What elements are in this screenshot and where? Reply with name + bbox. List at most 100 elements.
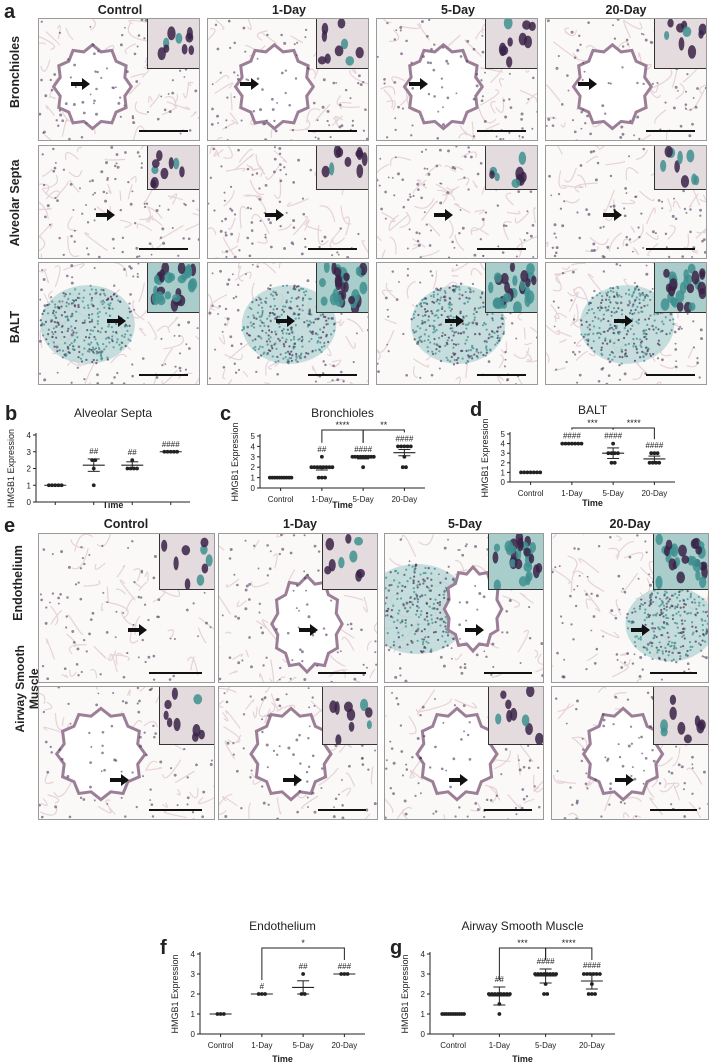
nucleus bbox=[357, 82, 360, 85]
tissue-fiber bbox=[570, 570, 584, 593]
nucleus bbox=[289, 551, 293, 555]
tissue-fiber bbox=[484, 784, 501, 801]
nucleus bbox=[691, 767, 694, 770]
nucleus bbox=[277, 359, 280, 363]
cell bbox=[509, 263, 516, 273]
tissue-fiber bbox=[246, 19, 252, 30]
tissue-fiber bbox=[518, 237, 523, 258]
nucleus bbox=[385, 596, 388, 599]
nucleus bbox=[275, 293, 278, 296]
tissue-fiber bbox=[43, 268, 50, 284]
magnified-inset bbox=[147, 263, 199, 313]
tissue-fiber bbox=[436, 189, 448, 204]
nucleus bbox=[686, 662, 690, 666]
tissue-fiber bbox=[623, 552, 644, 562]
nucleus bbox=[92, 304, 95, 307]
nucleus bbox=[640, 603, 643, 606]
nucleus bbox=[389, 615, 393, 618]
nucleus bbox=[446, 339, 449, 342]
tissue-fiber bbox=[632, 224, 644, 243]
nucleus bbox=[56, 199, 59, 202]
nucleus bbox=[297, 296, 300, 299]
y-tick-label: 4 bbox=[251, 442, 256, 451]
nucleus bbox=[267, 334, 270, 337]
nucleus bbox=[425, 615, 429, 618]
nucleus bbox=[681, 644, 685, 648]
nucleus bbox=[633, 359, 637, 363]
nucleus bbox=[646, 295, 650, 298]
micrograph-texture bbox=[208, 146, 368, 258]
nucleus bbox=[81, 100, 85, 104]
nucleus bbox=[115, 162, 118, 165]
nucleus bbox=[433, 567, 436, 570]
tissue-fiber bbox=[94, 562, 106, 570]
airway-lumen bbox=[402, 42, 484, 131]
nucleus bbox=[393, 620, 396, 624]
cell bbox=[502, 293, 512, 303]
tissue-fiber bbox=[401, 534, 417, 558]
nucleus bbox=[284, 69, 287, 72]
nucleus bbox=[72, 345, 75, 348]
nucleus bbox=[634, 610, 637, 613]
nucleus bbox=[616, 295, 619, 298]
nucleus bbox=[573, 353, 577, 356]
cell bbox=[320, 296, 328, 306]
nucleus bbox=[500, 773, 503, 776]
panel-a-col-control: Control bbox=[97, 3, 143, 17]
nucleus bbox=[340, 312, 343, 315]
nucleus bbox=[60, 314, 63, 317]
tissue-fiber bbox=[63, 263, 85, 271]
nucleus bbox=[680, 327, 683, 330]
tissue-fiber bbox=[227, 734, 242, 744]
nucleus bbox=[580, 323, 583, 326]
nucleus bbox=[171, 91, 175, 95]
nucleus bbox=[308, 309, 311, 313]
nucleus bbox=[220, 165, 223, 168]
x-tick-label: Control bbox=[268, 495, 294, 504]
nucleus bbox=[131, 363, 134, 366]
nucleus bbox=[623, 326, 626, 330]
micrograph-a-r2-c1 bbox=[38, 145, 200, 259]
tissue-fiber bbox=[451, 263, 469, 272]
nucleus bbox=[694, 626, 697, 629]
nucleus bbox=[555, 66, 559, 70]
micrograph-a-r3-c4 bbox=[545, 262, 707, 385]
nucleus bbox=[395, 29, 398, 32]
nucleus bbox=[446, 62, 450, 65]
nucleus bbox=[658, 628, 662, 631]
cell bbox=[173, 717, 181, 732]
nucleus bbox=[626, 652, 630, 655]
nucleus bbox=[436, 608, 439, 611]
nucleus bbox=[644, 540, 647, 543]
scale-bar bbox=[484, 809, 533, 811]
tissue-fiber bbox=[513, 347, 530, 360]
nucleus bbox=[73, 240, 76, 243]
tissue-fiber bbox=[52, 681, 54, 682]
micrograph-texture bbox=[208, 19, 368, 140]
cell bbox=[495, 297, 505, 310]
magnified-inset bbox=[322, 687, 377, 745]
nucleus bbox=[626, 698, 630, 701]
nucleus bbox=[660, 599, 663, 602]
nucleus bbox=[675, 660, 678, 664]
nucleus bbox=[88, 632, 91, 636]
nucleus bbox=[612, 307, 616, 310]
nucleus bbox=[647, 615, 651, 619]
nucleus bbox=[79, 796, 83, 800]
nucleus bbox=[449, 309, 452, 312]
nucleus bbox=[473, 318, 476, 322]
magnified-inset bbox=[147, 19, 199, 69]
nucleus bbox=[609, 82, 612, 85]
nucleus bbox=[434, 352, 437, 355]
nucleus bbox=[668, 598, 671, 601]
nucleus bbox=[259, 345, 262, 348]
cell bbox=[164, 291, 172, 300]
nucleus bbox=[265, 656, 268, 659]
nucleus bbox=[225, 255, 228, 258]
nucleus bbox=[634, 287, 637, 291]
nucleus bbox=[41, 153, 44, 156]
cell bbox=[683, 734, 692, 744]
nucleus bbox=[129, 339, 132, 342]
nucleus bbox=[291, 330, 294, 333]
cell bbox=[361, 152, 368, 167]
